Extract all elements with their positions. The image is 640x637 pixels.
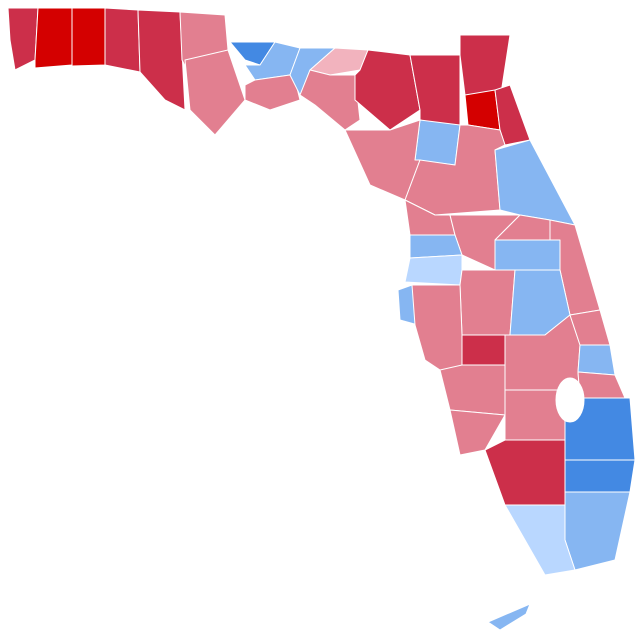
county — [34, 7, 73, 69]
county — [439, 364, 506, 416]
county — [459, 269, 516, 336]
county — [404, 254, 463, 286]
county — [484, 439, 566, 506]
county — [504, 504, 576, 576]
county — [137, 9, 186, 111]
county — [104, 7, 141, 73]
lake-okeechobee — [555, 377, 585, 423]
county — [354, 49, 421, 131]
county — [409, 234, 463, 259]
county — [71, 7, 106, 67]
county — [564, 491, 631, 571]
county — [411, 284, 463, 376]
county — [184, 49, 246, 136]
county — [577, 371, 626, 399]
county — [299, 69, 361, 131]
county — [464, 89, 501, 131]
county — [409, 54, 461, 131]
county — [494, 139, 576, 226]
county — [7, 7, 39, 71]
county — [494, 239, 561, 271]
county — [344, 119, 421, 201]
county — [487, 603, 531, 631]
county — [577, 344, 616, 376]
county — [494, 84, 531, 146]
county — [244, 74, 301, 111]
county — [564, 459, 636, 493]
county — [461, 334, 506, 366]
county — [309, 47, 369, 76]
county — [414, 119, 461, 166]
